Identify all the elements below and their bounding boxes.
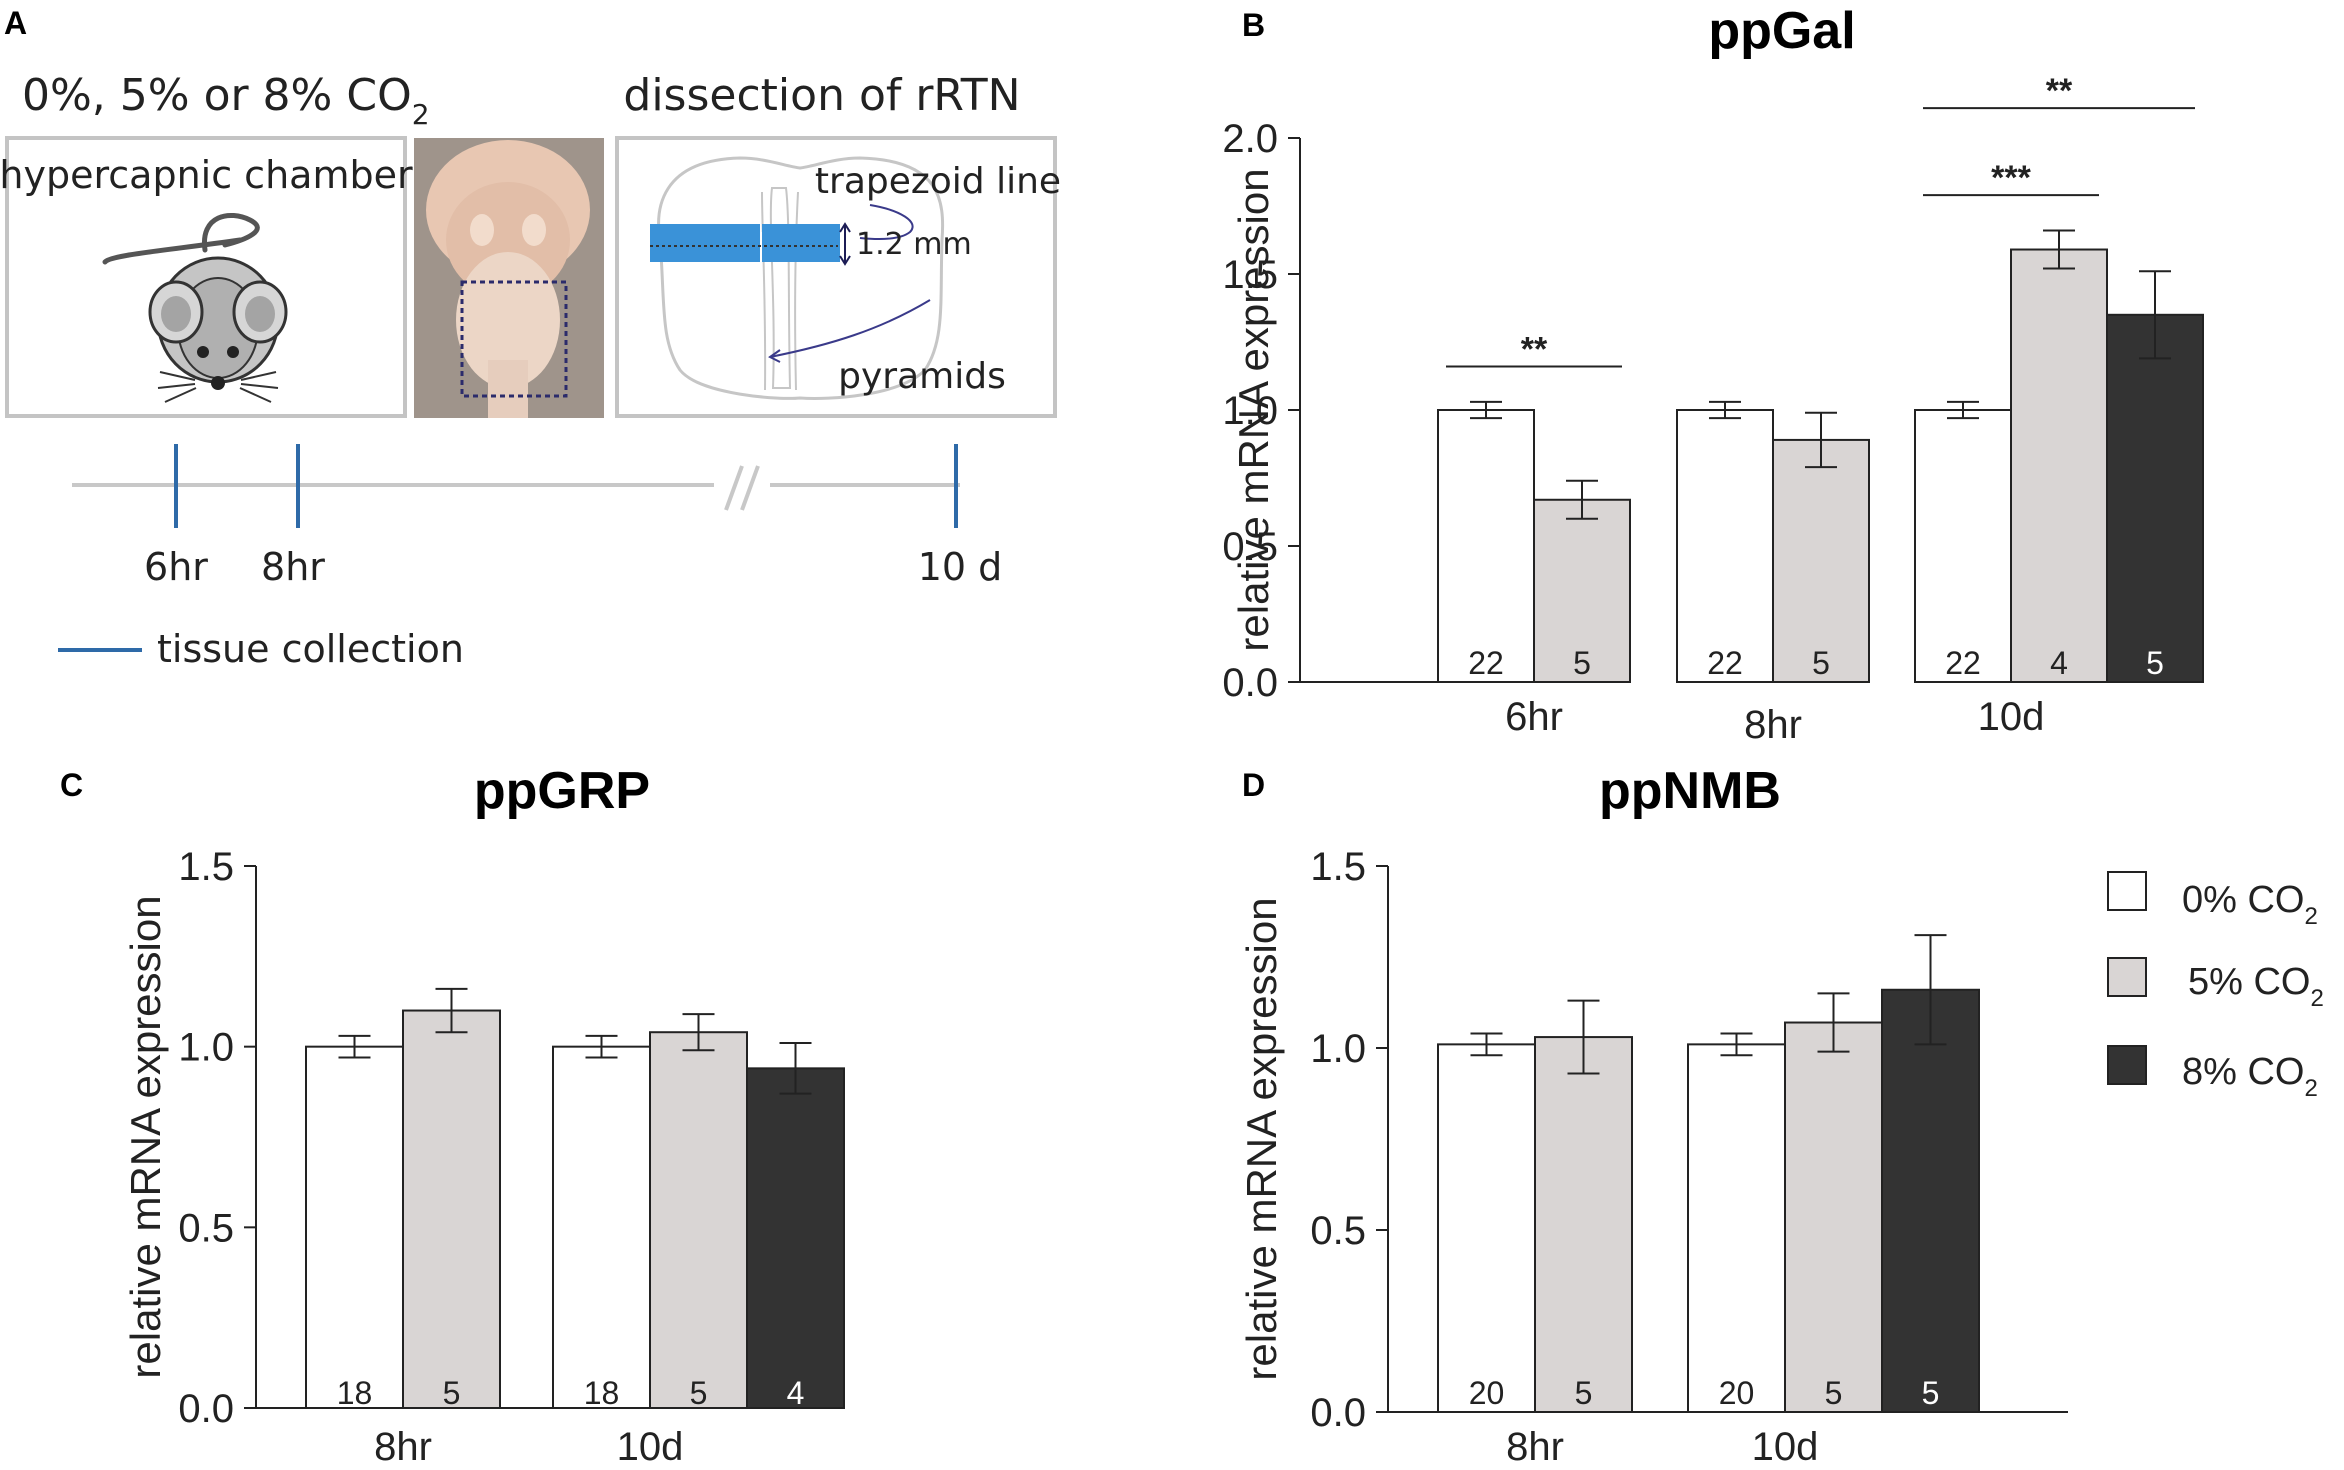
sample-size-label: 5 xyxy=(1575,1375,1593,1411)
bar xyxy=(402,1009,501,1409)
sample-size-label: 20 xyxy=(1719,1375,1755,1411)
bar xyxy=(649,1031,748,1410)
panel-letter: D xyxy=(1242,767,1265,803)
y-tick-label: 1.5 xyxy=(178,845,234,889)
legend: 0% CO2 5% CO2 8% CO2 xyxy=(2107,871,2324,1102)
significance-label: *** xyxy=(1991,159,2031,197)
y-axis-label: relative mRNA expression xyxy=(1238,897,1285,1380)
sample-size-label: 5 xyxy=(2146,645,2164,681)
legend-label-1: 5% CO2 xyxy=(2188,961,2324,1012)
significance-label: ** xyxy=(1521,330,1548,368)
y-tick-label: 0.0 xyxy=(178,1387,234,1431)
bar xyxy=(1772,438,1870,684)
sample-size-label: 5 xyxy=(1825,1375,1843,1411)
rrtn-selection-box xyxy=(460,280,568,398)
sample-size-label: 4 xyxy=(787,1375,805,1411)
x-tick-label: 8hr xyxy=(1506,1425,1564,1469)
chamber-label: hypercapnic chamber xyxy=(0,153,413,197)
bar xyxy=(1881,988,1980,1413)
timeline-label-10d: 10 d xyxy=(918,545,1003,589)
y-axis-label: relative mRNA expression xyxy=(1230,168,1277,651)
timeline-label-8hr: 8hr xyxy=(261,545,325,589)
sample-size-label: 5 xyxy=(1922,1375,1940,1411)
chart-title: ppNMB xyxy=(1599,762,1781,820)
bar xyxy=(1914,409,2012,683)
panel-letter: C xyxy=(60,767,83,803)
bar xyxy=(1437,409,1535,683)
sample-size-label: 22 xyxy=(1468,645,1504,681)
mouse-icon xyxy=(102,212,288,403)
legend-swatch-2 xyxy=(2107,1045,2147,1085)
pyramids-label: pyramids xyxy=(838,356,1006,397)
bar xyxy=(2106,313,2204,683)
x-tick-label: 8hr xyxy=(1744,703,1802,747)
legend-label-2: 8% CO2 xyxy=(2182,1051,2318,1102)
bar xyxy=(1534,1036,1633,1413)
panel-letter: B xyxy=(1242,7,1265,43)
y-tick-label: 1.5 xyxy=(1222,253,1278,297)
sample-size-label: 22 xyxy=(1707,645,1743,681)
y-tick-label: 1.0 xyxy=(1310,1027,1366,1071)
chart-title: ppGal xyxy=(1708,2,1855,60)
bar xyxy=(1533,498,1631,684)
bar xyxy=(552,1045,651,1409)
bar xyxy=(1437,1043,1536,1413)
sample-size-label: 5 xyxy=(443,1375,461,1411)
sample-size-label: 22 xyxy=(1945,645,1981,681)
mm-label: 1.2 mm xyxy=(856,227,972,262)
significance-label: ** xyxy=(2046,72,2073,110)
y-tick-label: 1.5 xyxy=(1310,845,1366,889)
y-tick-label: 0.5 xyxy=(1310,1209,1366,1253)
y-tick-label: 0.0 xyxy=(1310,1391,1366,1435)
y-tick-label: 2.0 xyxy=(1222,117,1278,161)
x-tick-label: 8hr xyxy=(374,1425,432,1469)
sample-size-label: 18 xyxy=(337,1375,373,1411)
condition-label: 0%, 5% or 8% CO2 xyxy=(22,70,430,131)
y-tick-label: 0.5 xyxy=(178,1206,234,1250)
trapezoid-line-label: trapezoid line xyxy=(815,161,1061,202)
legend-label-0: 0% CO2 xyxy=(2182,879,2318,930)
y-axis-label: relative mRNA expression xyxy=(122,895,169,1378)
bar xyxy=(2010,248,2108,684)
y-tick-label: 1.0 xyxy=(1222,389,1278,433)
bar xyxy=(305,1045,404,1409)
rrtn-band-right xyxy=(762,224,840,262)
sample-size-label: 5 xyxy=(1573,645,1591,681)
sample-size-label: 20 xyxy=(1469,1375,1505,1411)
tissue-collection-label: tissue collection xyxy=(157,627,464,671)
y-tick-label: 1.0 xyxy=(178,1026,234,1070)
legend-swatch-1 xyxy=(2107,957,2147,997)
legend-swatch-0 xyxy=(2107,871,2147,911)
bar xyxy=(1687,1043,1786,1413)
bar xyxy=(746,1067,845,1409)
brainstem-schematic xyxy=(650,156,945,400)
timeline xyxy=(72,444,960,528)
x-tick-label: 6hr xyxy=(1505,695,1563,739)
timeline-label-6hr: 6hr xyxy=(144,545,208,589)
y-tick-label: 0.5 xyxy=(1222,525,1278,569)
bar xyxy=(1676,409,1774,683)
sample-size-label: 18 xyxy=(584,1375,620,1411)
panel-a: A 0%, 5% or 8% CO2 hypercapnic chamber xyxy=(0,5,1061,671)
bar xyxy=(1784,1021,1883,1414)
sample-size-label: 4 xyxy=(2050,645,2068,681)
x-tick-label: 10d xyxy=(1978,695,2045,739)
sample-size-label: 5 xyxy=(1812,645,1830,681)
x-tick-label: 10d xyxy=(617,1425,684,1469)
panel-a-letter: A xyxy=(4,5,27,41)
dissection-label: dissection of rRTN xyxy=(623,70,1020,121)
rrtn-band-left xyxy=(650,224,760,262)
chart-title: ppGRP xyxy=(474,762,650,820)
y-tick-label: 0.0 xyxy=(1222,661,1278,705)
x-tick-label: 10d xyxy=(1752,1425,1819,1469)
sample-size-label: 5 xyxy=(690,1375,708,1411)
brain-photo xyxy=(414,138,604,418)
